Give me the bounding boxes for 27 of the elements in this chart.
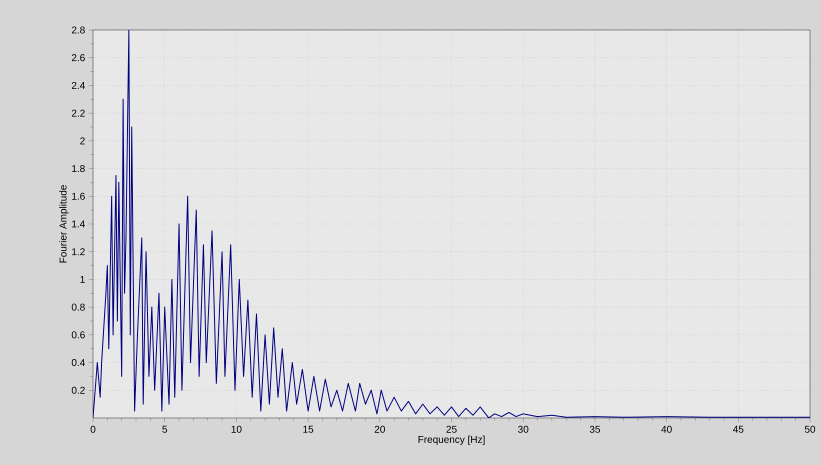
y-tick-label: 0.6: [72, 331, 85, 338]
y-tick-label: 0.2: [72, 386, 85, 394]
y-tick-label: 0.8: [72, 304, 85, 311]
y-tick-label: 2.6: [72, 54, 85, 62]
x-tick-label: 40: [661, 426, 672, 433]
x-tick-label: 0: [90, 426, 96, 433]
y-tick-label: 0.4: [72, 359, 85, 366]
y-tick-label: 2: [80, 137, 85, 144]
y-tick-label: 2.2: [72, 110, 85, 117]
x-tick-label: 5: [162, 426, 168, 433]
y-tick-label: 1.2: [72, 248, 85, 256]
x-tick-label: 35: [590, 426, 600, 433]
x-tick-label: 25: [446, 426, 457, 433]
y-tick-label: 1.6: [72, 192, 85, 200]
x-tick-label: 20: [374, 426, 385, 433]
x-tick-label: 45: [733, 426, 744, 433]
x-tick-label: 10: [232, 426, 242, 433]
y-tick-label: 1: [80, 276, 85, 283]
x-tick-label: 30: [518, 426, 528, 433]
x-axis-title: Frequency [Hz]: [418, 436, 485, 445]
y-tick-label: 2.8: [72, 26, 85, 34]
y-tick-label: 1.4: [72, 220, 85, 228]
y-axis-title: Fourier Amplitude: [59, 185, 69, 262]
y-tick-label: 1.8: [72, 165, 85, 172]
x-tick-label: 15: [303, 426, 314, 433]
y-tick-label: 2.4: [72, 82, 85, 89]
x-tick-label: 50: [804, 426, 816, 433]
